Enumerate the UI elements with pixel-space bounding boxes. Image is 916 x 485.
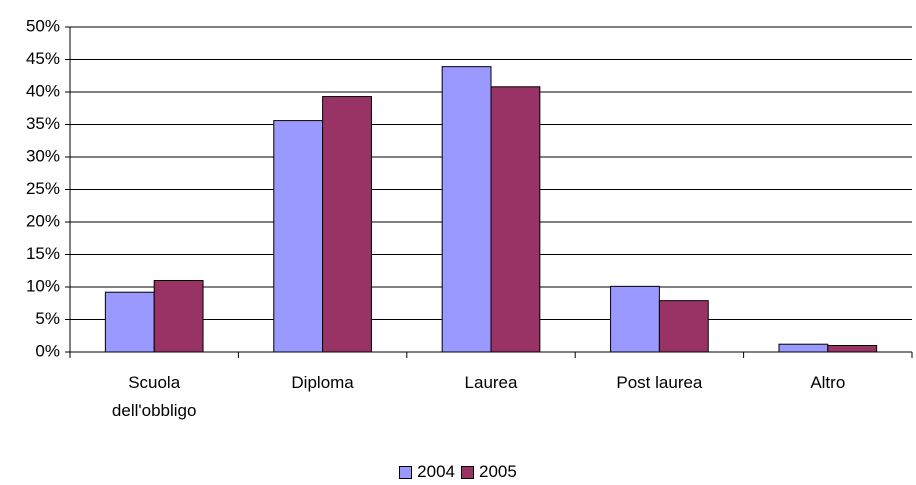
y-tick-label: 30% bbox=[26, 146, 60, 165]
legend-swatch bbox=[461, 465, 474, 479]
bar bbox=[778, 343, 829, 353]
y-tick-label: 45% bbox=[26, 49, 60, 68]
y-tick-label: 25% bbox=[26, 179, 60, 198]
y-tick-label: 0% bbox=[35, 341, 60, 360]
bar bbox=[827, 345, 878, 353]
legend-swatch bbox=[399, 465, 413, 479]
bar bbox=[273, 120, 324, 353]
x-tick-label: Diploma bbox=[291, 373, 354, 392]
legend-item: 2004 bbox=[399, 462, 455, 482]
bar bbox=[610, 285, 660, 353]
y-tick-label: 50% bbox=[26, 16, 60, 35]
bar bbox=[658, 300, 709, 353]
bar bbox=[490, 86, 541, 353]
x-tick-label: Post laurea bbox=[616, 373, 703, 392]
bar bbox=[104, 291, 155, 353]
x-tick-label: Scuola dell'obbligo bbox=[111, 373, 197, 420]
y-tick-label: 15% bbox=[26, 244, 60, 263]
y-tick-label: 40% bbox=[26, 81, 60, 100]
y-tick-label: 5% bbox=[35, 309, 60, 328]
bar bbox=[441, 66, 492, 353]
x-tick-label: Laurea bbox=[464, 373, 518, 392]
y-tick-label: 20% bbox=[26, 211, 60, 230]
legend: 2004 2005 bbox=[0, 462, 916, 484]
bar bbox=[322, 96, 372, 353]
legend-item: 2005 bbox=[461, 462, 517, 482]
x-tick-label: Altro bbox=[810, 373, 846, 392]
y-tick-label: 10% bbox=[26, 276, 60, 295]
legend-label: 2005 bbox=[479, 462, 517, 481]
bar bbox=[153, 280, 204, 353]
legend-label: 2004 bbox=[417, 462, 455, 481]
y-tick-label: 35% bbox=[26, 114, 60, 133]
